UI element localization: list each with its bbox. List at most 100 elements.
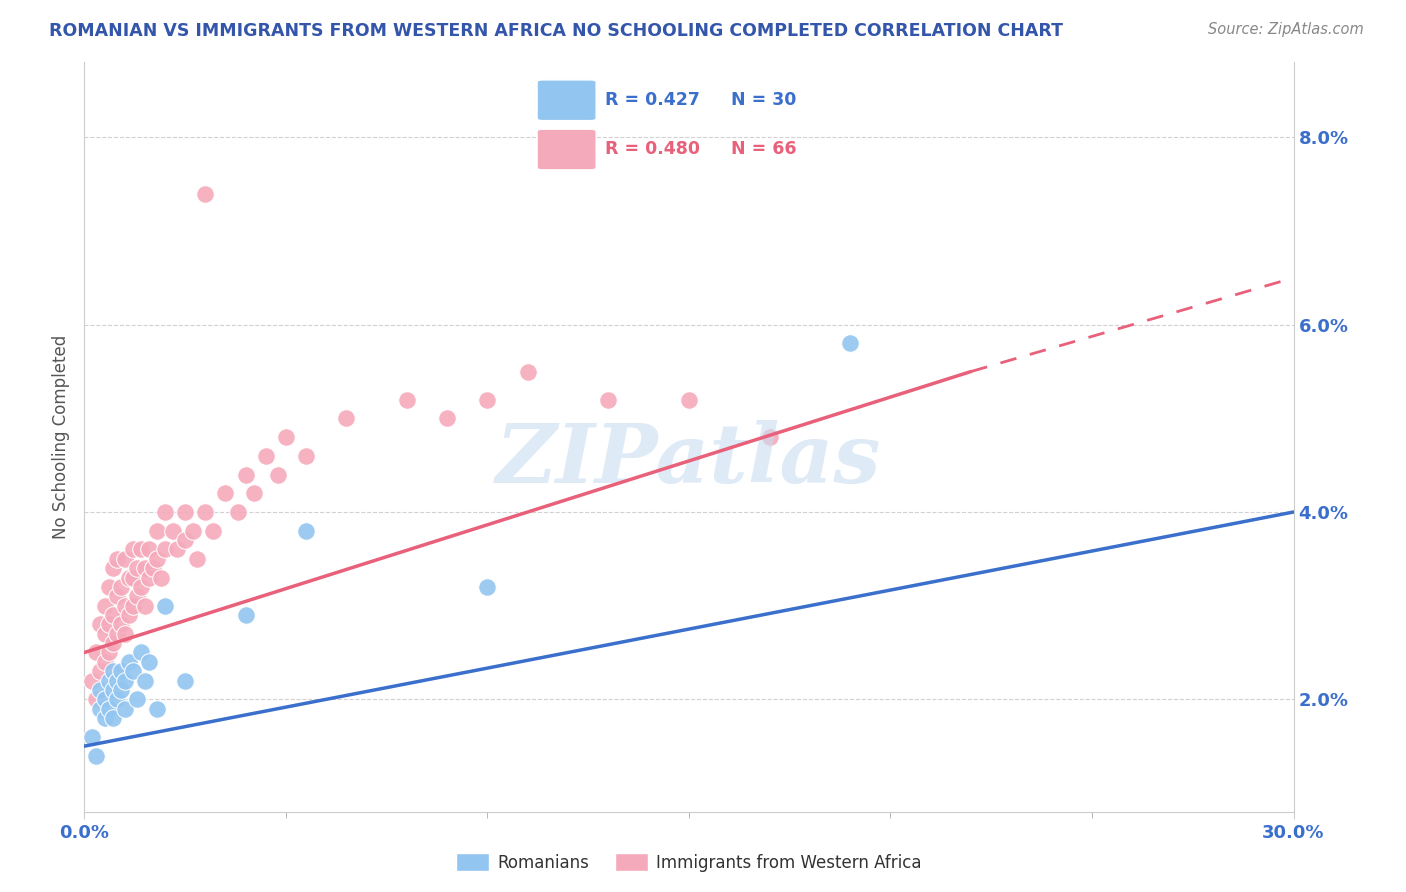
Point	[121, 599, 143, 613]
Text: R = 0.480: R = 0.480	[605, 141, 700, 159]
Point	[153, 542, 176, 557]
Point	[82, 730, 104, 744]
Point	[174, 673, 197, 688]
Point	[166, 542, 188, 557]
Point	[134, 599, 156, 613]
Point	[138, 542, 160, 557]
Point	[146, 524, 169, 538]
Point	[114, 701, 136, 715]
Point	[110, 580, 132, 594]
Point	[86, 692, 108, 706]
Point	[89, 617, 111, 632]
Text: ROMANIAN VS IMMIGRANTS FROM WESTERN AFRICA NO SCHOOLING COMPLETED CORRELATION CH: ROMANIAN VS IMMIGRANTS FROM WESTERN AFRI…	[49, 22, 1063, 40]
Point	[105, 626, 128, 640]
Point	[118, 608, 141, 623]
Point	[477, 580, 499, 594]
Point	[235, 608, 257, 623]
Text: N = 30: N = 30	[731, 91, 796, 109]
Point	[758, 430, 780, 444]
Point	[194, 186, 217, 201]
Point	[110, 664, 132, 679]
Point	[267, 467, 290, 482]
Point	[89, 701, 111, 715]
Point	[138, 571, 160, 585]
Point	[129, 646, 152, 660]
Point	[142, 561, 165, 575]
Text: ZIPatlas: ZIPatlas	[496, 419, 882, 500]
Point	[194, 505, 217, 519]
Point	[138, 655, 160, 669]
Point	[105, 692, 128, 706]
Point	[129, 580, 152, 594]
Point	[105, 590, 128, 604]
Point	[97, 646, 120, 660]
Point	[97, 580, 120, 594]
Point	[295, 449, 318, 463]
Point	[153, 599, 176, 613]
Point	[93, 599, 115, 613]
FancyBboxPatch shape	[537, 80, 596, 120]
Point	[93, 655, 115, 669]
Point	[125, 692, 148, 706]
Point	[101, 711, 124, 725]
Point	[516, 364, 538, 378]
Point	[114, 626, 136, 640]
Point	[101, 636, 124, 650]
Point	[125, 590, 148, 604]
Point	[678, 392, 700, 407]
Point	[121, 542, 143, 557]
Point	[274, 430, 297, 444]
Point	[226, 505, 249, 519]
Text: N = 66: N = 66	[731, 141, 797, 159]
Point	[101, 608, 124, 623]
Point	[121, 664, 143, 679]
Legend: Romanians, Immigrants from Western Africa: Romanians, Immigrants from Western Afric…	[450, 847, 928, 879]
Point	[125, 561, 148, 575]
Point	[129, 542, 152, 557]
Point	[186, 551, 208, 566]
Point	[86, 748, 108, 763]
Point	[295, 524, 318, 538]
Point	[105, 551, 128, 566]
Point	[121, 571, 143, 585]
Point	[82, 673, 104, 688]
Point	[181, 524, 204, 538]
Point	[254, 449, 277, 463]
Point	[395, 392, 418, 407]
Point	[93, 692, 115, 706]
Point	[153, 505, 176, 519]
Point	[110, 617, 132, 632]
Point	[118, 655, 141, 669]
Point	[242, 486, 264, 500]
Point	[101, 664, 124, 679]
Point	[134, 673, 156, 688]
Point	[118, 571, 141, 585]
Point	[105, 673, 128, 688]
Point	[97, 617, 120, 632]
Point	[149, 571, 172, 585]
Y-axis label: No Schooling Completed: No Schooling Completed	[52, 335, 70, 539]
Point	[134, 561, 156, 575]
Point	[335, 411, 357, 425]
Point	[89, 683, 111, 698]
Point	[93, 711, 115, 725]
Point	[89, 664, 111, 679]
Point	[93, 626, 115, 640]
Point	[146, 551, 169, 566]
Point	[86, 646, 108, 660]
Point	[436, 411, 458, 425]
Point	[101, 561, 124, 575]
Text: R = 0.427: R = 0.427	[605, 91, 699, 109]
Point	[110, 683, 132, 698]
Point	[97, 673, 120, 688]
Text: Source: ZipAtlas.com: Source: ZipAtlas.com	[1208, 22, 1364, 37]
Point	[598, 392, 620, 407]
Point	[114, 673, 136, 688]
Point	[839, 336, 862, 351]
Point	[162, 524, 184, 538]
Point	[97, 701, 120, 715]
Point	[214, 486, 236, 500]
Point	[202, 524, 225, 538]
Point	[477, 392, 499, 407]
Point	[174, 533, 197, 547]
